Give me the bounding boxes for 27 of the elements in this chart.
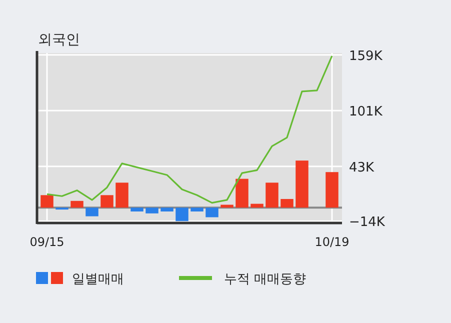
chart-title: 외국인 <box>38 32 80 48</box>
y-tick-label: 101K <box>349 104 383 120</box>
y-tick-label: 159K <box>349 48 383 64</box>
bar <box>176 208 188 222</box>
bar <box>70 200 84 208</box>
bar <box>250 204 264 208</box>
bar <box>296 160 308 208</box>
x-tick-label: 10/19 <box>314 235 350 249</box>
bar <box>266 182 278 208</box>
x-tick-label: 09/15 <box>30 235 64 249</box>
bar <box>190 208 204 212</box>
bar <box>130 208 144 212</box>
bar <box>146 208 158 214</box>
bar <box>100 195 114 208</box>
legend-label: 누적 매매동향 <box>224 272 306 287</box>
line-series <box>46 55 333 204</box>
bar <box>160 208 174 212</box>
y-tick-label: −14K <box>349 215 386 230</box>
y-tick-label: 43K <box>349 160 375 176</box>
legend-label: 일별매매 <box>72 272 124 287</box>
bar <box>86 208 98 216</box>
bar <box>206 208 218 218</box>
bar <box>116 182 128 208</box>
bar <box>40 195 54 208</box>
bar <box>326 172 338 208</box>
bar <box>236 178 248 208</box>
bar <box>280 198 294 208</box>
